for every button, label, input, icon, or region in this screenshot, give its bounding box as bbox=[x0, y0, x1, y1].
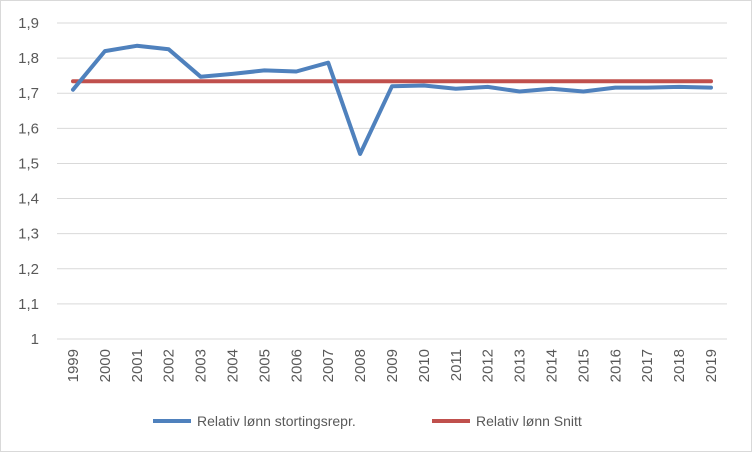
x-tick-label: 2007 bbox=[320, 349, 337, 382]
y-tick-label: 1,6 bbox=[18, 120, 39, 137]
x-tick-label: 2004 bbox=[224, 349, 241, 382]
x-tick-label: 2015 bbox=[575, 349, 592, 382]
x-tick-label: 2014 bbox=[544, 349, 561, 382]
legend-item-snitt: Relativ lønn Snitt bbox=[432, 411, 582, 431]
x-tick-label: 1999 bbox=[65, 349, 82, 382]
legend-item-stortingsrepr: Relativ lønn stortingsrepr. bbox=[153, 411, 356, 431]
x-tick-label: 2019 bbox=[703, 349, 720, 382]
y-tick-label: 1 bbox=[31, 331, 39, 348]
legend-label-stortingsrepr: Relativ lønn stortingsrepr. bbox=[197, 413, 356, 429]
x-tick-label: 2016 bbox=[607, 349, 624, 382]
x-tick-label: 2001 bbox=[129, 349, 146, 382]
y-tick-label: 1,1 bbox=[18, 296, 39, 313]
legend-swatch-stortingsrepr bbox=[153, 419, 191, 423]
y-tick-label: 1,3 bbox=[18, 226, 39, 243]
x-tick-label: 2000 bbox=[97, 349, 114, 382]
x-tick-label: 2017 bbox=[639, 349, 656, 382]
x-tick-label: 2018 bbox=[671, 349, 688, 382]
y-tick-label: 1,4 bbox=[18, 191, 39, 208]
legend-swatch-snitt bbox=[432, 419, 470, 423]
y-tick-label: 1,9 bbox=[18, 15, 39, 32]
y-tick-label: 1,5 bbox=[18, 155, 39, 172]
legend-label-snitt: Relativ lønn Snitt bbox=[476, 413, 582, 429]
y-tick-label: 1,7 bbox=[18, 85, 39, 102]
x-tick-label: 2013 bbox=[512, 349, 529, 382]
y-tick-label: 1,2 bbox=[18, 261, 39, 278]
x-tick-label: 2008 bbox=[352, 349, 369, 382]
x-tick-label: 2011 bbox=[448, 349, 465, 381]
x-tick-label: 2002 bbox=[161, 349, 178, 382]
x-tick-label: 2012 bbox=[480, 349, 497, 382]
x-tick-label: 2006 bbox=[288, 349, 305, 382]
x-tick-label: 2003 bbox=[193, 349, 210, 382]
x-tick-label: 2010 bbox=[416, 349, 433, 382]
x-tick-label: 2005 bbox=[256, 349, 273, 382]
y-tick-label: 1,8 bbox=[18, 50, 39, 67]
series-line-stortingsrepr bbox=[71, 43, 713, 156]
legend: Relativ lønn stortingsrepr. Relativ lønn… bbox=[0, 411, 752, 431]
x-tick-label: 2009 bbox=[384, 349, 401, 382]
